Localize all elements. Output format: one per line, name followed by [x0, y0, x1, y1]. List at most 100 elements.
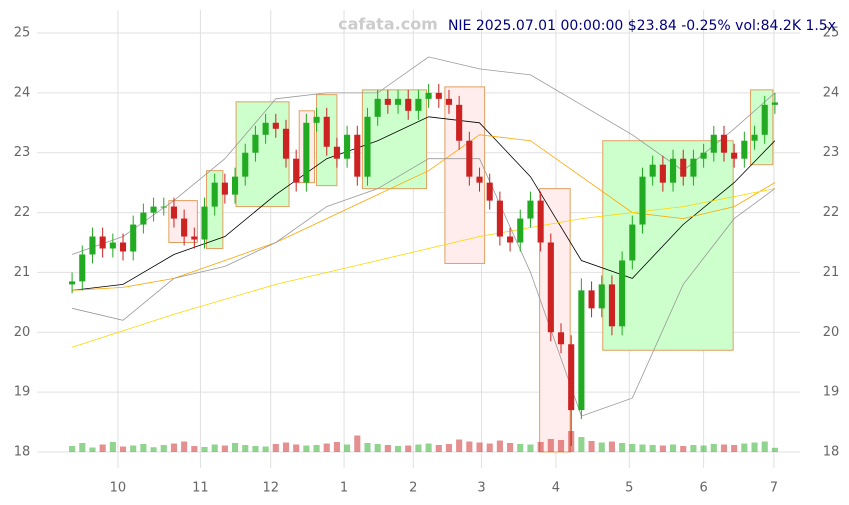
volume-bar — [598, 442, 605, 452]
volume-bar — [680, 446, 687, 452]
volume-bar — [252, 446, 259, 452]
candle-body — [252, 134, 259, 153]
volume-bar — [649, 445, 656, 452]
candle-body — [445, 98, 453, 105]
candle-body — [588, 290, 595, 309]
candle-body — [669, 158, 677, 183]
y-tick-label: 21 — [823, 265, 840, 280]
candle-body — [547, 242, 554, 333]
volume-bar — [527, 444, 534, 452]
candle-body — [150, 206, 157, 213]
volume-bar — [741, 443, 748, 452]
volume-bar — [221, 445, 228, 452]
candle-body — [771, 102, 778, 105]
candle-body — [649, 164, 656, 177]
candle-body — [507, 236, 514, 243]
y-tick-label: 24 — [14, 85, 31, 100]
candle-body — [619, 260, 626, 327]
volume-bar — [547, 439, 554, 452]
lines — [71, 56, 776, 417]
y-tick-label: 19 — [823, 385, 840, 400]
x-tick-label: 11 — [192, 481, 209, 496]
candle-body — [476, 176, 483, 183]
volume-bar — [109, 442, 116, 452]
candle-body — [160, 206, 167, 208]
candle-body — [354, 134, 361, 177]
candle-body — [191, 236, 198, 240]
volume-bar — [700, 445, 707, 452]
volume-bar — [262, 446, 269, 452]
volume-bar — [731, 445, 738, 452]
candle-body — [405, 98, 412, 111]
volume-bar — [639, 444, 646, 452]
x-tick-label: 10 — [110, 481, 127, 496]
candle-body — [170, 206, 178, 219]
candle-body — [557, 332, 565, 345]
candle-body — [568, 344, 575, 411]
volume-bar — [669, 444, 677, 452]
candle-body — [181, 218, 188, 237]
candle-body — [517, 218, 524, 243]
candles — [69, 83, 778, 447]
y-tick-label: 20 — [14, 325, 31, 340]
y-tick-label: 19 — [14, 385, 31, 400]
volume-bar — [608, 441, 615, 452]
volume-bar — [751, 442, 758, 452]
x-tick-label: 7 — [770, 481, 778, 496]
volume-bar — [130, 445, 137, 452]
candle-body — [456, 104, 463, 141]
volume-bar — [720, 444, 728, 452]
volume-bar — [191, 446, 198, 452]
candle-body — [242, 152, 249, 177]
candle-body — [119, 242, 127, 252]
candle-body — [282, 128, 290, 159]
candle-body — [323, 116, 330, 147]
candle-body — [741, 140, 748, 159]
candle-body — [272, 122, 279, 129]
y-tick-label: 22 — [14, 205, 31, 220]
candle-body — [211, 182, 218, 207]
chart-title: NIE 2025.07.01 00:00:00 $23.84 -0.25% vo… — [448, 18, 836, 34]
volume-bar — [578, 437, 585, 452]
y-tick-label: 25 — [823, 26, 840, 41]
indicator-line — [71, 56, 776, 255]
candle-body — [69, 281, 76, 285]
candle-body — [232, 176, 239, 195]
indicator-line — [71, 188, 775, 348]
volume-bar — [181, 441, 188, 452]
candle-body — [374, 98, 381, 117]
x-tick-label: 3 — [477, 481, 485, 496]
candle-body — [761, 104, 768, 135]
candle-body — [293, 158, 300, 183]
volume — [69, 431, 778, 452]
candle-body — [415, 98, 422, 111]
x-tick-label: 12 — [262, 481, 279, 496]
candle-body — [537, 200, 544, 243]
volume-bar — [445, 444, 453, 452]
x-tick-label: 1 — [340, 481, 348, 496]
candle-body — [384, 98, 391, 105]
volume-bar — [476, 442, 483, 452]
x-tick-label: 4 — [552, 481, 560, 496]
volume-bar — [150, 447, 157, 452]
volume-bar — [272, 444, 279, 452]
volume-bar — [619, 443, 626, 452]
volume-bar — [140, 444, 147, 452]
volume-bar — [323, 443, 330, 452]
volume-bar — [384, 445, 391, 452]
volume-bar — [242, 445, 249, 452]
volume-bar — [466, 441, 473, 452]
candle-body — [700, 152, 707, 159]
candle-body — [262, 122, 269, 135]
candle-body — [303, 122, 310, 183]
candle-body — [425, 92, 432, 99]
volume-bar — [761, 441, 768, 452]
y-tick-label: 23 — [14, 145, 31, 160]
x-tick-label: 5 — [625, 481, 633, 496]
volume-bar — [211, 444, 218, 452]
candle-body — [99, 236, 106, 249]
volume-bar — [303, 445, 310, 452]
candle-body — [364, 116, 371, 177]
volume-bar — [588, 441, 595, 452]
volume-bar — [456, 439, 463, 452]
